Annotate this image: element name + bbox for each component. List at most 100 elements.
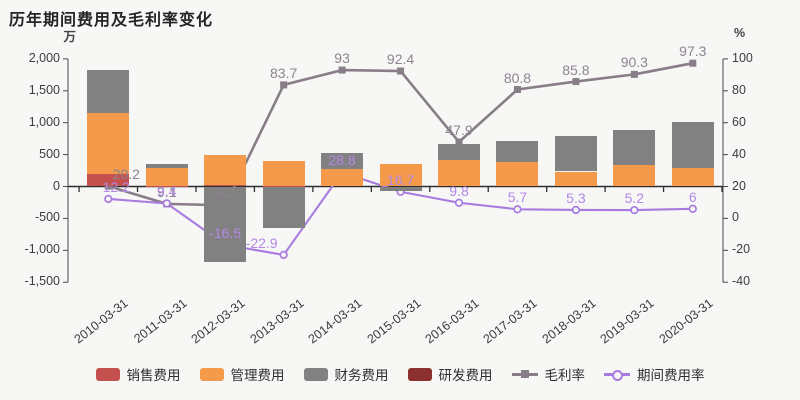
line-value-label: -22.9 bbox=[245, 234, 278, 251]
bar-segment[interactable] bbox=[438, 159, 480, 187]
line-point[interactable] bbox=[104, 194, 113, 204]
bar-segment[interactable] bbox=[379, 186, 422, 191]
line-point[interactable] bbox=[338, 66, 346, 74]
legend-item[interactable]: 财务费用 bbox=[303, 364, 389, 384]
line-value-label: 83.7 bbox=[270, 64, 298, 81]
legend-item[interactable]: 销售费用 bbox=[95, 364, 181, 384]
legend-swatch bbox=[95, 367, 120, 381]
left-axis-tick-label: 1,500 bbox=[28, 82, 60, 97]
bar-segment[interactable] bbox=[145, 164, 188, 168]
right-axis-tick-label: 0 bbox=[732, 210, 739, 225]
left-axis-tick-label: 2,000 bbox=[28, 50, 60, 65]
right-axis-tick-label: -20 bbox=[732, 242, 751, 257]
line-point[interactable] bbox=[513, 205, 522, 214]
left-axis-tick-label: 1,000 bbox=[28, 114, 60, 129]
line-point[interactable] bbox=[630, 205, 639, 215]
legend-label: 财务费用 bbox=[334, 368, 389, 383]
right-axis-tick-label: 100 bbox=[732, 50, 753, 65]
bar-segment[interactable] bbox=[87, 174, 130, 187]
line-point[interactable] bbox=[454, 198, 464, 207]
line-point[interactable] bbox=[689, 59, 697, 67]
right-axis-tick-label: 40 bbox=[732, 146, 746, 161]
line-value-label: 9.8 bbox=[449, 182, 469, 199]
line-value-label: 20.2 bbox=[112, 166, 140, 183]
legend-label: 毛利率 bbox=[544, 368, 586, 383]
bar-segment[interactable] bbox=[262, 160, 305, 186]
legend-label: 研发费用 bbox=[438, 368, 493, 383]
line-point[interactable] bbox=[162, 199, 171, 208]
bar-segment[interactable] bbox=[204, 186, 247, 263]
bar-segment[interactable] bbox=[145, 185, 188, 187]
line-value-label: 90.3 bbox=[620, 54, 648, 71]
legend-item[interactable]: 管理费用 bbox=[199, 364, 285, 384]
bar-segment[interactable] bbox=[379, 164, 422, 187]
legend-line-glyph bbox=[511, 368, 538, 381]
line-value-label: 8.2 bbox=[215, 185, 235, 202]
bar-segment[interactable] bbox=[204, 184, 247, 187]
bar-segment[interactable] bbox=[262, 186, 305, 228]
line-value-label: -16.5 bbox=[209, 224, 242, 241]
bar-segment[interactable] bbox=[321, 169, 364, 187]
legend: 销售费用 管理费用 财务费用 研发费用 毛利率 期间费用率 bbox=[0, 364, 800, 384]
line-value-label: 6 bbox=[688, 188, 697, 205]
legend-swatch bbox=[407, 367, 432, 381]
legend-label: 期间费用率 bbox=[637, 368, 705, 383]
line-point[interactable] bbox=[513, 86, 521, 94]
bar-segment[interactable] bbox=[321, 153, 364, 170]
bar-segment[interactable] bbox=[87, 69, 130, 114]
right-axis-tick-label: 60 bbox=[732, 114, 746, 129]
legend-item[interactable]: 研发费用 bbox=[407, 364, 493, 384]
legend-square-marker-icon bbox=[520, 370, 529, 378]
left-axis-tick-label: -1,000 bbox=[24, 242, 60, 257]
bar-segment[interactable] bbox=[496, 161, 539, 187]
line-value-label: 97.3 bbox=[679, 43, 707, 60]
chart-title: 历年期间费用及毛利率变化 bbox=[9, 12, 214, 29]
line-value-label: 12.2 bbox=[102, 178, 130, 195]
legend-label: 销售费用 bbox=[126, 368, 181, 383]
line-value-label: 92.4 bbox=[386, 51, 415, 68]
bar-segment[interactable] bbox=[496, 140, 539, 162]
bar-segment[interactable] bbox=[554, 135, 597, 172]
bar-segment[interactable] bbox=[671, 167, 714, 187]
line-value-label: 9.1 bbox=[157, 183, 177, 200]
line-point[interactable] bbox=[280, 81, 288, 89]
line-point[interactable] bbox=[630, 70, 638, 78]
legend-line-glyph bbox=[604, 368, 630, 381]
line-value-label: 47.9 bbox=[445, 121, 473, 138]
left-axis-tick-label: 0 bbox=[53, 178, 60, 193]
line-point[interactable] bbox=[572, 78, 580, 86]
legend-swatch bbox=[199, 367, 224, 381]
line-value-label: 5.3 bbox=[566, 189, 586, 206]
bar-segment[interactable] bbox=[87, 113, 130, 175]
bar-segment[interactable] bbox=[613, 129, 656, 166]
line-value-label: 5.7 bbox=[507, 189, 528, 206]
line-point[interactable] bbox=[571, 205, 581, 215]
legend-item[interactable]: 期间费用率 bbox=[604, 364, 705, 384]
line-value-label: 9.4 bbox=[157, 183, 177, 200]
left-axis-tick-label: 500 bbox=[39, 146, 60, 161]
bar-segment[interactable] bbox=[145, 167, 188, 186]
line-value-label: 16.7 bbox=[386, 171, 415, 188]
right-axis-tick-label: -40 bbox=[732, 274, 751, 289]
bar-segment[interactable] bbox=[438, 143, 480, 160]
line-value-label: 93 bbox=[334, 50, 350, 67]
line-point[interactable] bbox=[279, 250, 288, 260]
legend-item[interactable]: 毛利率 bbox=[511, 364, 586, 384]
legend-swatch bbox=[303, 367, 328, 381]
line-value-label: 80.8 bbox=[503, 69, 532, 86]
bar-segment[interactable] bbox=[554, 171, 597, 187]
bar-segment[interactable] bbox=[671, 122, 714, 168]
bar-segment[interactable] bbox=[204, 155, 247, 185]
line-point[interactable] bbox=[455, 138, 463, 146]
left-axis-tick-label: -500 bbox=[34, 210, 60, 225]
left-axis-unit-label: 万 bbox=[63, 30, 76, 44]
right-axis-tick-label: 80 bbox=[732, 82, 746, 97]
bar-segment[interactable] bbox=[613, 165, 656, 187]
line-value-label: 28.8 bbox=[328, 152, 356, 169]
line-point[interactable] bbox=[397, 67, 405, 75]
legend-circle-marker-icon bbox=[612, 369, 623, 381]
line-value-label: 85.8 bbox=[562, 61, 590, 78]
bar-segment[interactable] bbox=[262, 185, 305, 187]
legend-label: 管理费用 bbox=[230, 368, 285, 383]
line-point[interactable] bbox=[688, 204, 697, 213]
